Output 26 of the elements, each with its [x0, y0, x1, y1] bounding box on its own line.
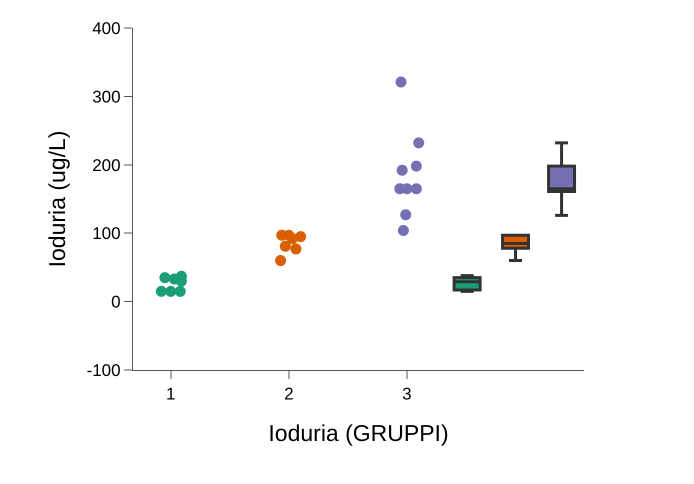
point	[413, 137, 424, 148]
y-tick-label: 0	[111, 292, 121, 312]
x-tick-label: 2	[284, 384, 294, 404]
point	[400, 209, 412, 220]
y-tick-label: 400	[92, 18, 121, 38]
point	[286, 233, 298, 244]
x-tick-label: 1	[166, 384, 176, 404]
point	[396, 76, 406, 88]
x-axis-title: Ioduria (GRUPPI)	[268, 420, 449, 446]
point	[290, 243, 302, 254]
point	[165, 286, 176, 297]
point	[159, 272, 170, 284]
point	[156, 286, 167, 297]
point	[174, 286, 186, 297]
point	[275, 255, 286, 266]
point	[410, 183, 422, 194]
y-tick-label: 100	[92, 224, 121, 244]
y-tick-label: 200	[92, 156, 121, 175]
point	[398, 224, 409, 236]
x-tick-label: 3	[402, 384, 412, 404]
point	[396, 164, 408, 176]
point	[410, 160, 422, 172]
y-tick-label: 300	[92, 87, 121, 106]
y-axis-title: Ioduria (ug/L)	[44, 130, 70, 268]
point	[280, 240, 291, 252]
y-tick-label: -100	[86, 360, 121, 380]
